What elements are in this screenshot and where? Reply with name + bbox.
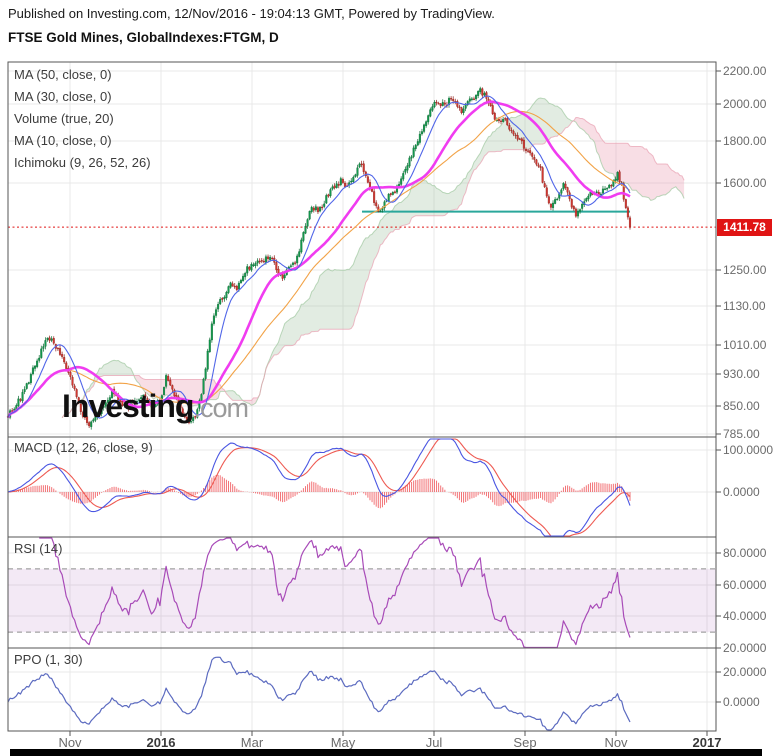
watermark-brand: Investing [62, 388, 194, 424]
indicator-legend: MA (50, close, 0) MA (30, close, 0) Volu… [14, 64, 151, 174]
published-line: Published on Investing.com, 12/Nov/2016 … [8, 6, 495, 21]
x-axis-tick: May [330, 735, 356, 750]
ppo-y-tick: 20.0000 [723, 665, 767, 679]
bottom-black-bar [10, 749, 762, 756]
legend-item-ma10: MA (10, close, 0) [14, 133, 112, 148]
ppo-y-tick: 0.0000 [723, 695, 760, 709]
x-axis-tick: Nov [604, 735, 628, 750]
price-y-tick: 1130.00 [723, 298, 766, 313]
legend-item-ma50: MA (50, close, 0) [14, 67, 112, 82]
price-y-tick: 850.00 [723, 398, 760, 413]
symbol-title: FTSE Gold Mines, GlobalIndexes:FTGM, D [8, 30, 279, 45]
x-axis-tick: 2016 [146, 735, 176, 750]
price-y-tick: 2200.00 [723, 63, 767, 78]
macd-panel-title: MACD (12, 26, close, 9) [14, 440, 153, 455]
price-y-tick: 1250.00 [723, 262, 767, 277]
rsi-y-tick: 20.0000 [723, 640, 767, 655]
macd-y-tick: 0.0000 [723, 485, 760, 499]
rsi-y-tick: 40.0000 [723, 609, 767, 624]
price-y-tick: 1010.00 [723, 338, 767, 353]
rsi-y-tick: 80.0000 [723, 546, 767, 560]
ppo-panel-title: PPO (1, 30) [14, 652, 83, 667]
x-axis-tick: Jul [425, 735, 443, 750]
watermark-suffix: .com [193, 393, 249, 423]
legend-item-ichimoku: Ichimoku (9, 26, 52, 26) [14, 155, 151, 170]
rsi-panel-title: RSI (14) [14, 541, 63, 556]
x-axis-tick: Sep [513, 735, 537, 750]
price-y-tick: 2000.00 [723, 97, 767, 112]
price-y-tick: 930.00 [723, 367, 760, 382]
legend-item-volume: Volume (true, 20) [14, 111, 114, 126]
price-y-tick: 785.00 [723, 426, 760, 441]
investing-watermark: Investing.com [62, 388, 249, 425]
macd-y-tick: 100.0000 [723, 443, 774, 457]
price-y-tick: 1600.00 [723, 176, 767, 190]
x-axis-tick: Mar [240, 735, 264, 750]
price-y-tick: 1800.00 [723, 134, 767, 149]
rsi-y-tick: 60.0000 [723, 577, 767, 592]
last-price-badge: 1411.78 [717, 219, 772, 236]
legend-item-ma30: MA (30, close, 0) [14, 89, 112, 104]
x-axis-tick: Nov [58, 735, 82, 750]
x-axis-tick: 2017 [692, 735, 722, 750]
